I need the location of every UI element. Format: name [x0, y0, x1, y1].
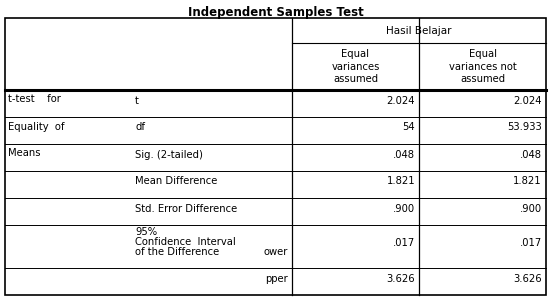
- Text: df: df: [135, 122, 145, 133]
- Text: 2.024: 2.024: [386, 95, 415, 105]
- Text: 2.024: 2.024: [514, 95, 542, 105]
- Text: .900: .900: [393, 204, 415, 213]
- Text: 1.821: 1.821: [386, 176, 415, 187]
- Text: Std. Error Difference: Std. Error Difference: [135, 204, 237, 213]
- Text: 53.933: 53.933: [507, 122, 542, 133]
- Text: 3.626: 3.626: [514, 274, 542, 283]
- Text: of the Difference: of the Difference: [135, 247, 219, 257]
- Text: Means: Means: [8, 148, 41, 159]
- Text: .900: .900: [520, 204, 542, 213]
- Text: .048: .048: [520, 150, 542, 159]
- Text: Confidence  Interval: Confidence Interval: [135, 237, 236, 247]
- Text: Independent Samples Test: Independent Samples Test: [188, 6, 363, 19]
- Text: ower: ower: [263, 247, 288, 257]
- Text: Equal
variances
assumed: Equal variances assumed: [331, 49, 380, 84]
- Text: 1.821: 1.821: [514, 176, 542, 187]
- Text: Hasil Belajar: Hasil Belajar: [386, 26, 452, 35]
- Text: .048: .048: [393, 150, 415, 159]
- Text: Mean Difference: Mean Difference: [135, 176, 218, 187]
- Text: t: t: [135, 95, 139, 105]
- Text: 3.626: 3.626: [386, 274, 415, 283]
- Text: t-test    for: t-test for: [8, 94, 61, 105]
- Text: .017: .017: [393, 238, 415, 249]
- Text: Equality  of: Equality of: [8, 122, 64, 131]
- Text: pper: pper: [265, 274, 288, 283]
- Text: 95%: 95%: [135, 227, 157, 237]
- Text: Sig. (2-tailed): Sig. (2-tailed): [135, 150, 203, 159]
- Text: Equal
variances not
assumed: Equal variances not assumed: [449, 49, 516, 84]
- Text: 54: 54: [402, 122, 415, 133]
- Text: .017: .017: [520, 238, 542, 249]
